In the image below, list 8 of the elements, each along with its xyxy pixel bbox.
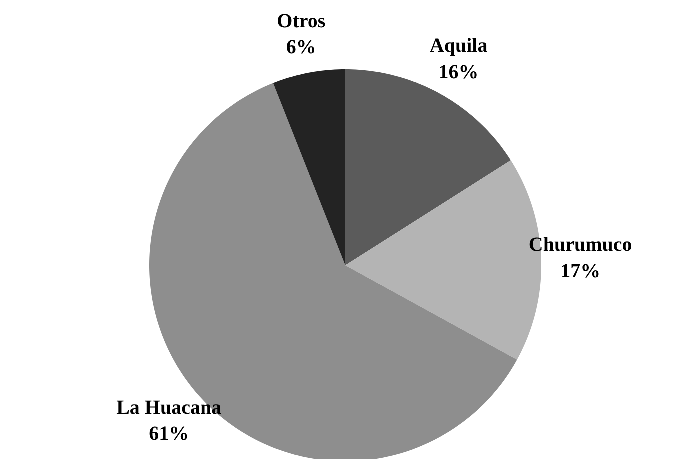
slice-label: La Huacana	[116, 396, 222, 419]
slice-label: Otros	[277, 10, 326, 32]
data-label: 6%	[286, 36, 316, 59]
data-label: 17%	[560, 260, 601, 282]
slice-label: Churumuco	[528, 234, 632, 256]
data-label: 16%	[438, 62, 479, 84]
data-label: 61%	[149, 423, 190, 446]
slice-label: Aquila	[430, 35, 488, 58]
